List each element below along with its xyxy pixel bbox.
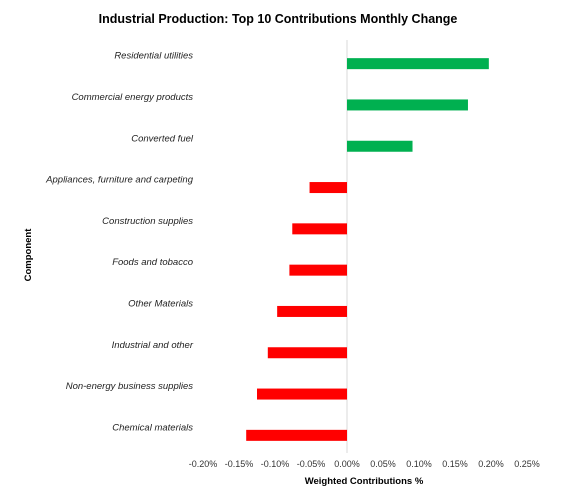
bar-5	[292, 223, 347, 235]
bar-6	[289, 264, 347, 276]
category-label-1: Residential utilities	[114, 51, 193, 62]
x-tick-label-8: 0.15%	[442, 459, 468, 469]
x-tick-label-9: 0.20%	[478, 459, 504, 469]
chart-title: Industrial Production: Top 10 Contributi…	[99, 12, 458, 26]
bar-10	[246, 429, 347, 441]
x-tick-label-5: 0.00%	[334, 459, 360, 469]
bar-4	[309, 182, 347, 194]
x-tick-label-6: 0.05%	[370, 459, 396, 469]
category-label-6: Foods and tobacco	[112, 257, 193, 268]
x-tick-label-10: 0.25%	[514, 459, 540, 469]
y-axis-title: Component	[23, 228, 34, 282]
x-tick-label-7: 0.10%	[406, 459, 432, 469]
bar-9	[257, 388, 347, 400]
category-label-9: Non-energy business supplies	[66, 381, 194, 392]
bar-1	[347, 58, 489, 70]
bar-series	[246, 58, 489, 441]
category-label-10: Chemical materials	[112, 422, 193, 433]
bar-2	[347, 99, 468, 111]
bar-3	[347, 140, 413, 152]
bar-7	[277, 305, 347, 317]
category-label-2: Commercial energy products	[72, 92, 194, 103]
x-tick-label-1: -0.20%	[189, 459, 218, 469]
bar-8	[267, 347, 347, 359]
category-label-5: Construction supplies	[102, 216, 193, 227]
category-labels: Residential utilities Commercial energy p…	[45, 51, 194, 434]
x-tick-label-2: -0.15%	[225, 459, 254, 469]
x-tick-label-4: -0.05%	[297, 459, 326, 469]
category-label-8: Industrial and other	[112, 340, 194, 351]
category-label-3: Converted fuel	[131, 133, 194, 144]
x-axis-ticks: -0.20% -0.15% -0.10% -0.05% 0.00% 0.05% 0.10% 0…	[189, 459, 540, 469]
category-label-7: Other Materials	[128, 298, 193, 309]
x-axis-title: Weighted Contributions %	[305, 476, 424, 487]
x-tick-label-3: -0.10%	[261, 459, 290, 469]
category-label-4: Appliances, furniture and carpeting	[45, 175, 194, 186]
